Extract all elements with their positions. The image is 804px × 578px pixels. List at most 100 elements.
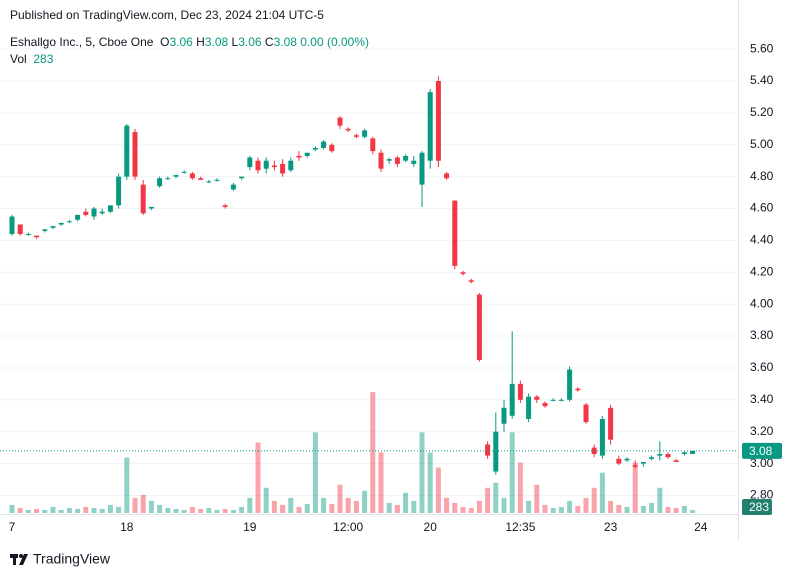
candle-body	[189, 173, 195, 179]
volume-bar	[132, 497, 138, 513]
volume-bar	[493, 482, 499, 513]
candle-body	[657, 454, 663, 456]
volume-box	[742, 499, 772, 515]
volume-bar	[329, 503, 335, 513]
volume-bar	[124, 457, 130, 513]
x-tick-label: 18	[120, 520, 134, 534]
ohlc-value: 3.06	[238, 35, 262, 49]
volume-bar	[321, 497, 327, 513]
candle-body	[140, 184, 146, 214]
volume-bar	[485, 487, 491, 513]
candle-body	[312, 147, 318, 150]
y-tick-label: 4.00	[750, 296, 774, 310]
volume-bar	[690, 510, 696, 513]
candle-body	[9, 216, 15, 235]
ohlc-key: C	[264, 35, 274, 49]
volume-key: Vol	[10, 52, 27, 66]
volume-bar	[280, 504, 286, 513]
volume-bar	[173, 508, 179, 513]
volume-bar	[378, 452, 384, 513]
volume-bar	[312, 432, 318, 513]
volume-bar	[444, 497, 450, 513]
candle-body	[83, 211, 89, 215]
candle-body	[353, 135, 359, 137]
candle-body	[370, 138, 376, 152]
candle-body	[198, 178, 204, 180]
volume-bar	[517, 462, 523, 513]
volume-bar	[649, 502, 655, 513]
volume-bar	[542, 504, 548, 513]
volume-bar	[394, 504, 400, 513]
candle-body	[34, 235, 40, 238]
volume-bar	[501, 497, 507, 513]
volume-bar	[337, 484, 343, 513]
candle-body	[583, 404, 589, 423]
candle-body	[550, 399, 556, 401]
candle-body	[501, 407, 507, 424]
volume-bar	[181, 509, 187, 513]
x-tick-label: 19	[243, 520, 257, 534]
symbol-title: Eshallgo Inc., 5, Cboe One	[10, 35, 154, 49]
candle-body	[419, 152, 425, 185]
volume-legend: Vol 283	[10, 52, 53, 66]
y-tick-label: 3.00	[750, 456, 774, 470]
volume-bar	[673, 507, 679, 513]
candle-body	[681, 452, 687, 455]
candle-body	[632, 465, 638, 467]
candle-body	[476, 294, 482, 360]
y-tick-label: 2.80	[750, 488, 774, 502]
candle-body	[599, 418, 605, 456]
volume-bar	[206, 507, 212, 513]
volume-bar	[230, 509, 236, 513]
y-tick-label: 5.60	[750, 41, 774, 55]
candle-body	[296, 155, 302, 158]
volume-bar	[214, 509, 220, 513]
volume-bar	[476, 500, 482, 513]
ohlc-key: O	[160, 35, 170, 49]
logo	[10, 554, 28, 565]
y-tick-label: 3.60	[750, 360, 774, 374]
ohlc-key: L	[231, 35, 239, 49]
volume-bar	[353, 500, 359, 513]
candle-body	[690, 450, 696, 455]
candle-body	[42, 229, 48, 231]
candle-body	[271, 165, 277, 168]
x-tick-label: 7	[9, 520, 16, 534]
ohlc-value: 3.08	[204, 35, 229, 49]
candle-body	[66, 221, 72, 223]
change: 0.00 (0.00%)	[300, 35, 369, 49]
candle-body	[124, 125, 130, 177]
volume-bar	[304, 503, 310, 513]
candle-body	[378, 152, 384, 169]
candle-body	[403, 155, 409, 161]
volume-bar	[411, 500, 417, 513]
volume-bar	[25, 509, 31, 513]
volume-bar	[534, 484, 540, 513]
volume-bar	[66, 507, 72, 513]
candle-body	[616, 458, 622, 464]
candle-body	[50, 226, 56, 228]
volume-bar	[608, 500, 614, 513]
candle-body	[567, 369, 573, 400]
x-tick-label: 20	[424, 520, 438, 534]
published: Published on TradingView.com, Dec 23, 20…	[10, 8, 324, 22]
candle-body	[304, 152, 310, 156]
candle-body	[337, 117, 343, 126]
volume-bar	[140, 494, 146, 513]
volume-bar	[591, 487, 597, 513]
candle-body	[91, 208, 97, 217]
x-tick-label: 12:00	[333, 520, 363, 534]
volume-bar	[157, 504, 163, 513]
volume-bar	[386, 502, 392, 513]
candle-body	[534, 396, 540, 400]
volume-bar	[239, 506, 245, 513]
candle-body	[526, 396, 532, 419]
volume-bar	[116, 506, 122, 513]
volume-bar	[58, 509, 64, 513]
candle-body	[214, 179, 220, 181]
candle-body	[148, 206, 154, 209]
candle-body	[107, 205, 113, 212]
volume-axis-label: 283	[749, 500, 769, 514]
volume-bar	[567, 500, 573, 513]
candle-body	[452, 200, 458, 266]
